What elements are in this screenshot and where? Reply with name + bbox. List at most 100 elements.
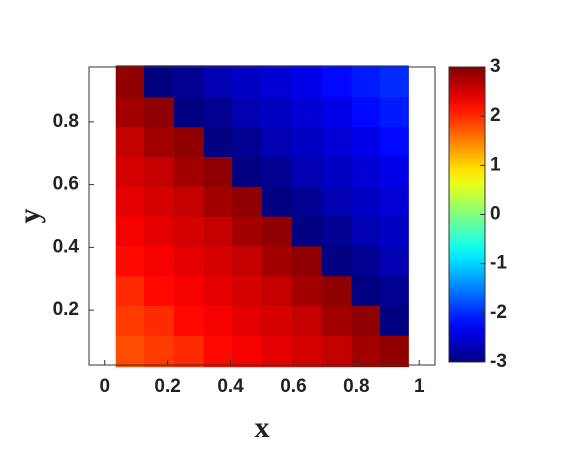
heatmap-cell <box>115 335 145 368</box>
heatmap-cell <box>115 216 145 247</box>
heatmap-cell <box>173 96 205 128</box>
heatmap-cell <box>262 96 293 128</box>
heatmap-cell <box>351 96 381 128</box>
colorbar-tick-label: -1 <box>490 253 507 274</box>
x-tick-label: 0.2 <box>154 376 180 397</box>
heatmap-cell <box>262 156 293 187</box>
heatmap-cell <box>321 186 353 217</box>
heatmap-cell <box>262 186 293 217</box>
heatmap-cell <box>144 305 175 336</box>
heatmap-cell <box>115 156 145 187</box>
heatmap-cell <box>203 96 233 128</box>
heatmap-cell <box>173 126 205 157</box>
heatmap-cell <box>379 275 409 306</box>
heatmap-cell <box>351 126 381 157</box>
heatmap-cell <box>379 305 409 336</box>
colorbar-tick-label: 0 <box>490 204 501 225</box>
heatmap-cell <box>115 126 145 157</box>
heatmap-cell <box>321 305 353 336</box>
colorbar-tick-label: 1 <box>490 154 501 175</box>
heatmap-cell <box>379 126 409 157</box>
heatmap-cell <box>321 126 353 157</box>
heatmap-cell <box>321 245 353 277</box>
colorbar-tick-label: -2 <box>490 302 507 323</box>
heatmap-cell <box>321 275 353 306</box>
heatmap-cell <box>203 65 233 98</box>
heatmap-cell <box>379 335 409 368</box>
x-tick-label: 0.8 <box>343 376 369 397</box>
heatmap-cell <box>291 186 323 217</box>
heatmap-cell <box>351 65 381 98</box>
heatmap-cell <box>321 335 353 368</box>
heatmap-cell <box>351 156 381 187</box>
heatmap-cell <box>379 186 409 217</box>
heatmap-cell <box>291 216 323 247</box>
heatmap-cell <box>262 216 293 247</box>
y-axis-label: y <box>13 209 46 224</box>
colorbar <box>448 66 486 363</box>
heatmap-cell <box>144 156 175 187</box>
heatmap-cell <box>144 96 175 128</box>
heatmap-cell <box>232 335 263 368</box>
heatmap-cell <box>203 126 233 157</box>
heatmap-cell <box>144 126 175 157</box>
heatmap-cell <box>379 156 409 187</box>
heatmap-cell <box>291 275 323 306</box>
x-tick-label: 0.4 <box>217 376 244 397</box>
heatmap-cell <box>321 156 353 187</box>
heatmap-cell <box>173 186 205 217</box>
colorbar-tick-label: 2 <box>490 105 501 126</box>
heatmap <box>115 65 409 368</box>
heatmap-cell <box>232 275 263 306</box>
heatmap-cell <box>291 65 323 98</box>
heatmap-cell <box>321 216 353 247</box>
y-tick-label: 0.2 <box>53 299 79 320</box>
heatmap-cell <box>262 275 293 306</box>
heatmap-cell <box>262 335 293 368</box>
y-tick-label: 0.8 <box>53 111 79 132</box>
heatmap-cell <box>203 245 233 277</box>
x-tick-label: 0.6 <box>280 376 306 397</box>
heatmap-cell <box>351 216 381 247</box>
heatmap-cell <box>321 96 353 128</box>
heatmap-cell <box>232 65 263 98</box>
heatmap-cell <box>232 305 263 336</box>
heatmap-cell <box>203 186 233 217</box>
heatmap-cell <box>291 305 323 336</box>
heatmap-cell <box>379 96 409 128</box>
heatmap-cell <box>351 186 381 217</box>
heatmap-cell <box>203 275 233 306</box>
heatmap-cell <box>115 275 145 306</box>
colorbar-tick-label: -3 <box>490 351 507 372</box>
heatmap-cell <box>203 335 233 368</box>
heatmap-cell <box>144 186 175 217</box>
heatmap-cell <box>115 96 145 128</box>
heatmap-cell <box>173 216 205 247</box>
heatmap-cell <box>115 305 145 336</box>
x-axis-label: x <box>255 411 270 444</box>
heatmap-cell <box>173 305 205 336</box>
heatmap-cell <box>291 245 323 277</box>
heatmap-cell <box>232 245 263 277</box>
heatmap-cell <box>291 96 323 128</box>
heatmap-cell <box>351 305 381 336</box>
heatmap-cell <box>379 216 409 247</box>
heatmap-cell <box>232 216 263 247</box>
heatmap-cell <box>115 65 145 98</box>
heatmap-cell <box>291 335 323 368</box>
heatmap-cell <box>144 216 175 247</box>
heatmap-cell <box>232 156 263 187</box>
heatmap-cell <box>144 335 175 368</box>
heatmap-cell <box>173 245 205 277</box>
heatmap-cell <box>144 65 175 98</box>
heatmap-cell <box>144 245 175 277</box>
heatmap-cell <box>351 245 381 277</box>
heatmap-cell <box>232 96 263 128</box>
heatmap-cell <box>379 245 409 277</box>
x-tick-label: 0 <box>99 376 110 397</box>
heatmap-cell <box>173 65 205 98</box>
x-tick-label: 1 <box>414 376 425 397</box>
heatmap-cell <box>203 216 233 247</box>
heatmap-cell <box>262 65 293 98</box>
